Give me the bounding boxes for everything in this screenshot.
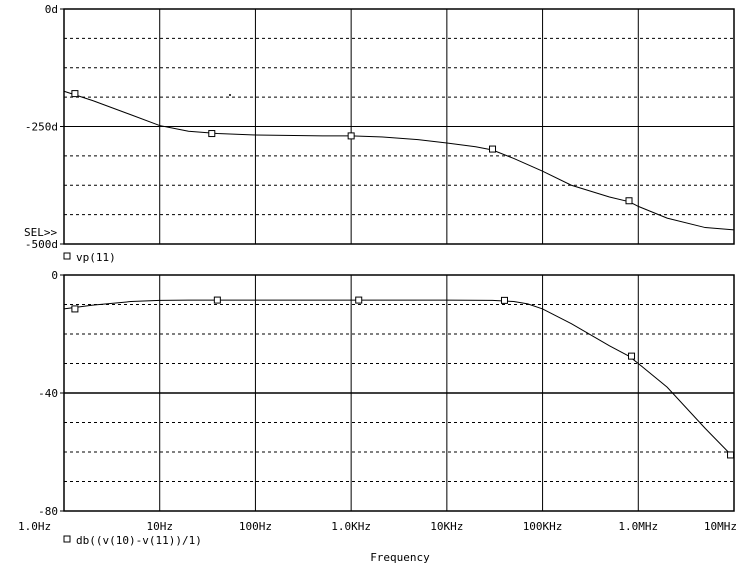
x-tick-label: 1.0KHz bbox=[331, 520, 371, 533]
series-marker bbox=[347, 132, 355, 140]
x-axis-label: Frequency bbox=[370, 551, 430, 564]
series-marker bbox=[625, 197, 633, 205]
y-tick-label: -500d bbox=[25, 238, 58, 251]
x-tick-label: 10Hz bbox=[146, 520, 173, 533]
y-tick-label: 0d bbox=[45, 3, 58, 16]
legend-marker bbox=[63, 252, 71, 260]
series-marker bbox=[489, 145, 497, 153]
sel-marker: SEL>> bbox=[24, 226, 57, 239]
series-marker bbox=[213, 296, 221, 304]
x-tick-label: 10KHz bbox=[430, 520, 463, 533]
series-line bbox=[63, 90, 735, 231]
x-tick-label: 10MHz bbox=[704, 520, 737, 533]
magnitude-plot: 0 -40 -80 db((v(10)-v(11))/1) bbox=[38, 269, 735, 547]
x-tick-label: 1.0MHz bbox=[618, 520, 658, 533]
y-tick-label: -250d bbox=[25, 121, 58, 134]
legend-entry: db((v(10)-v(11))/1) bbox=[76, 534, 202, 547]
series-line bbox=[63, 299, 735, 459]
series-marker bbox=[500, 296, 508, 304]
series-marker bbox=[355, 296, 363, 304]
legend-entry: vp(11) bbox=[76, 251, 116, 264]
series-marker bbox=[727, 451, 735, 459]
legend-marker bbox=[63, 535, 71, 543]
stray-point bbox=[229, 94, 231, 96]
series-marker bbox=[208, 130, 216, 138]
x-tick-label: 100Hz bbox=[239, 520, 272, 533]
x-tick-label: 100KHz bbox=[523, 520, 563, 533]
y-tick-label: -40 bbox=[38, 387, 58, 400]
x-tick-label: 1.0Hz bbox=[18, 520, 51, 533]
y-tick-label: 0 bbox=[51, 269, 58, 282]
series-marker bbox=[71, 90, 79, 98]
series-marker bbox=[628, 352, 636, 360]
series-marker bbox=[71, 305, 79, 313]
y-tick-label: -80 bbox=[38, 505, 58, 518]
